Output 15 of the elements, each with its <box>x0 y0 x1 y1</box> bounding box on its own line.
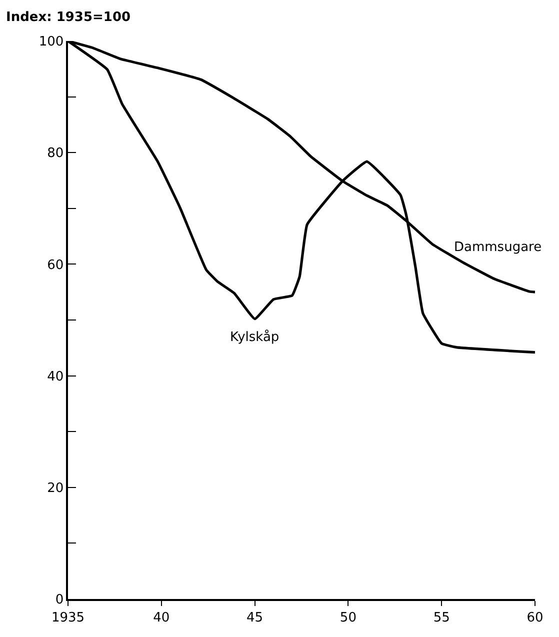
x-tick-label: 1935 <box>51 610 85 626</box>
y-tick-label: 60 <box>47 258 64 273</box>
y-tick-label: 0 <box>55 592 64 608</box>
x-tick-label: 50 <box>340 610 356 626</box>
annotation: Dammsugare <box>454 240 542 255</box>
y-axis-title: Index: 1935=100 <box>6 10 131 25</box>
x-tick-label: 60 <box>526 610 544 626</box>
y-tick-label: 20 <box>47 480 64 496</box>
x-tick-label: 55 <box>433 610 450 626</box>
y-tick-label: 100 <box>38 34 64 50</box>
y-tick-label: 40 <box>47 369 64 384</box>
y-tick-label: 80 <box>47 146 64 162</box>
x-tick-label: 45 <box>246 610 264 626</box>
annotation: Kylskåp <box>230 329 280 345</box>
x-tick-label: 40 <box>153 610 170 626</box>
